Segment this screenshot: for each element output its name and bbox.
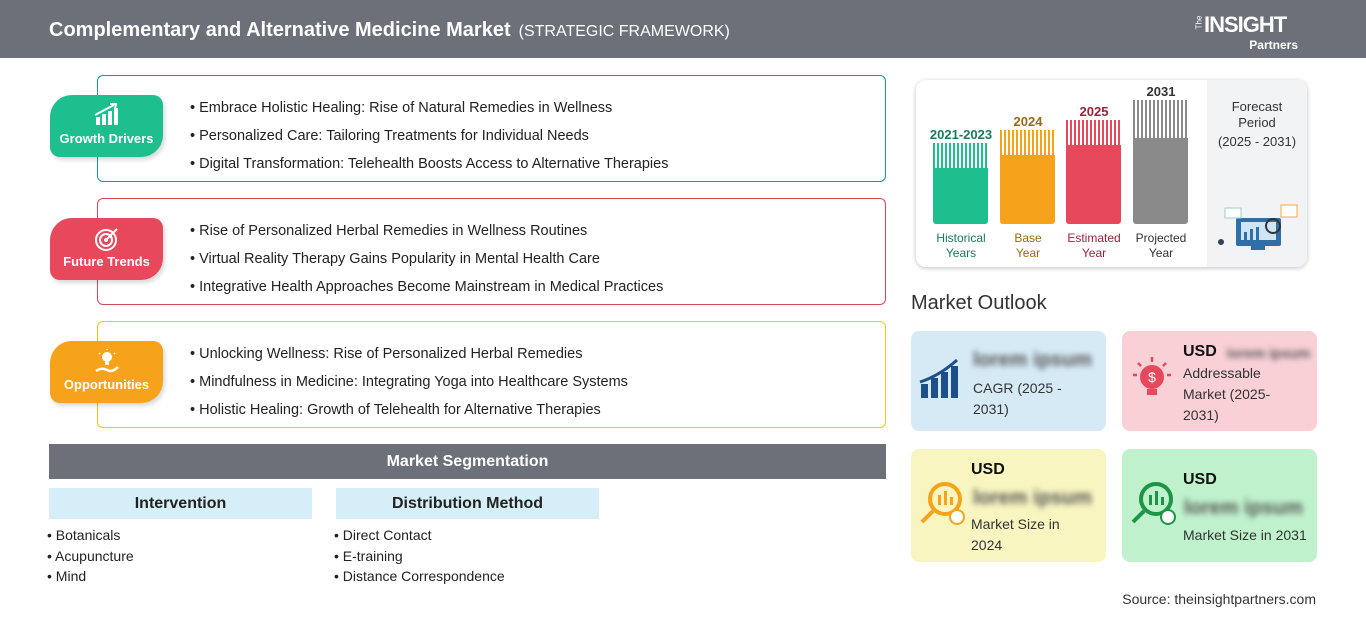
list-item: Embrace Holistic Healing: Rise of Natura… <box>190 94 885 122</box>
section-opportunities: Unlocking Wellness: Rise of Personalized… <box>97 321 886 428</box>
badge-label: Future Trends <box>63 254 150 269</box>
card-label: CAGR (2025 - 2031) <box>973 380 1062 417</box>
list-item: Unlocking Wellness: Rise of Personalized… <box>190 340 885 368</box>
timeline-year: 2031 <box>1146 84 1176 99</box>
segment-distribution-header: Distribution Method <box>336 488 599 519</box>
currency-label: USD <box>1183 343 1217 360</box>
forecast-period-panel: Forecast Period (2025 - 2031) <box>1207 80 1307 267</box>
list-item: Integrative Health Approaches Become Mai… <box>190 273 885 301</box>
market-size-magnifier-icon <box>919 479 967 532</box>
list-item: Direct Contact <box>334 525 505 546</box>
badge-opportunities: Opportunities <box>50 341 163 403</box>
list-item: Rise of Personalized Herbal Remedies in … <box>190 217 885 245</box>
currency-label: USD <box>1183 471 1217 488</box>
forecast-label: Period <box>1238 115 1276 130</box>
badge-label: Growth Drivers <box>59 131 154 146</box>
intervention-list: Botanicals Acupuncture Mind <box>47 525 134 587</box>
value-blurred: lorem ipsum <box>1227 345 1311 361</box>
svg-text:$: $ <box>1148 369 1156 385</box>
lightbulb-dollar-icon: $ <box>1130 353 1174 406</box>
page-subtitle: (STRATEGIC FRAMEWORK) <box>518 23 730 40</box>
forecast-range: (2025 - 2031) <box>1217 134 1297 149</box>
timeline-year: 2025 <box>1079 104 1109 119</box>
currency-label: USD <box>971 461 1005 478</box>
forecast-label: Forecast <box>1231 99 1283 114</box>
section-growth-drivers: Embrace Holistic Healing: Rise of Natura… <box>97 75 886 182</box>
timeline-label: Base Year <box>988 231 1068 261</box>
timeline-label: Estimated Year <box>1054 231 1134 261</box>
timeline-bar <box>933 143 988 224</box>
timeline-bar <box>1066 120 1121 224</box>
source-text: Source: theinsightpartners.com <box>1122 591 1316 607</box>
outlook-card: USD lorem ipsum Market Size in 2031 <box>1122 449 1317 562</box>
outlook-card: $ USD lorem ipsum Addressable Market (2025-… <box>1122 331 1317 431</box>
timeline-label-line: Year <box>1148 246 1174 260</box>
market-size-magnifier-icon <box>1130 479 1178 532</box>
market-segmentation-header: Market Segmentation <box>49 444 886 479</box>
value-blurred: lorem ipsum <box>973 349 1092 371</box>
insight-partners-logo: INSIGHT Partners The <box>1194 12 1298 52</box>
distribution-list: Direct Contact E-training Distance Corre… <box>334 525 505 587</box>
timeline-bar <box>1133 100 1188 224</box>
page-title: Complementary and Alternative Medicine M… <box>49 19 730 41</box>
segment-intervention-header: Intervention <box>49 488 312 519</box>
timeline-label-line: Year <box>1081 246 1107 260</box>
list-item: Acupuncture <box>47 546 134 567</box>
badge-label: Opportunities <box>63 377 150 392</box>
header-bar <box>0 0 1366 58</box>
timeline-label-line: Projected <box>1135 231 1187 245</box>
timeline-year: 2024 <box>1013 114 1043 129</box>
section-future-trends: Rise of Personalized Herbal Remedies in … <box>97 198 886 305</box>
list-item: Mind <box>47 566 134 587</box>
card-label: Market Size in 2031 <box>1183 527 1307 543</box>
value-blurred: lorem ipsum <box>1184 497 1303 519</box>
timeline-label-line: Years <box>945 246 977 260</box>
timeline-bar <box>1000 130 1055 224</box>
timeline-label: Historical Years <box>921 231 1001 261</box>
card-label: Market Size in 2024 <box>971 516 1060 553</box>
list-item: Holistic Healing: Growth of Telehealth f… <box>190 396 885 424</box>
list-item: Distance Correspondence <box>334 566 505 587</box>
value-blurred: lorem ipsum <box>973 487 1092 509</box>
timeline-label-line: Estimated <box>1067 231 1121 245</box>
list-item: Botanicals <box>47 525 134 546</box>
card-label: Addressable Market (2025-2031) <box>1183 365 1271 423</box>
badge-future-trends: Future Trends <box>50 218 163 280</box>
analyst-illustration-icon <box>1218 204 1298 250</box>
timeline-label-line: Year <box>1015 246 1041 260</box>
cagr-chart-icon <box>919 356 963 405</box>
list-item: Mindfulness in Medicine: Integrating Yog… <box>190 368 885 396</box>
outlook-card: USD lorem ipsum Market Size in 2024 <box>911 449 1106 562</box>
market-outlook-title: Market Outlook <box>911 292 1047 314</box>
timeline-label-line: Historical <box>936 231 986 245</box>
list-item: Digital Transformation: Telehealth Boost… <box>190 150 885 178</box>
timeline-label-line: Base <box>1014 231 1042 245</box>
list-item: E-training <box>334 546 505 567</box>
list-item: Personalized Care: Tailoring Treatments … <box>190 122 885 150</box>
outlook-card: lorem ipsum CAGR (2025 - 2031) <box>911 331 1106 431</box>
timeline-label: Projected Year <box>1121 231 1201 261</box>
timeline-year: 2021-2023 <box>929 127 993 142</box>
badge-growth-drivers: Growth Drivers <box>50 95 163 157</box>
list-item: Virtual Reality Therapy Gains Popularity… <box>190 245 885 273</box>
